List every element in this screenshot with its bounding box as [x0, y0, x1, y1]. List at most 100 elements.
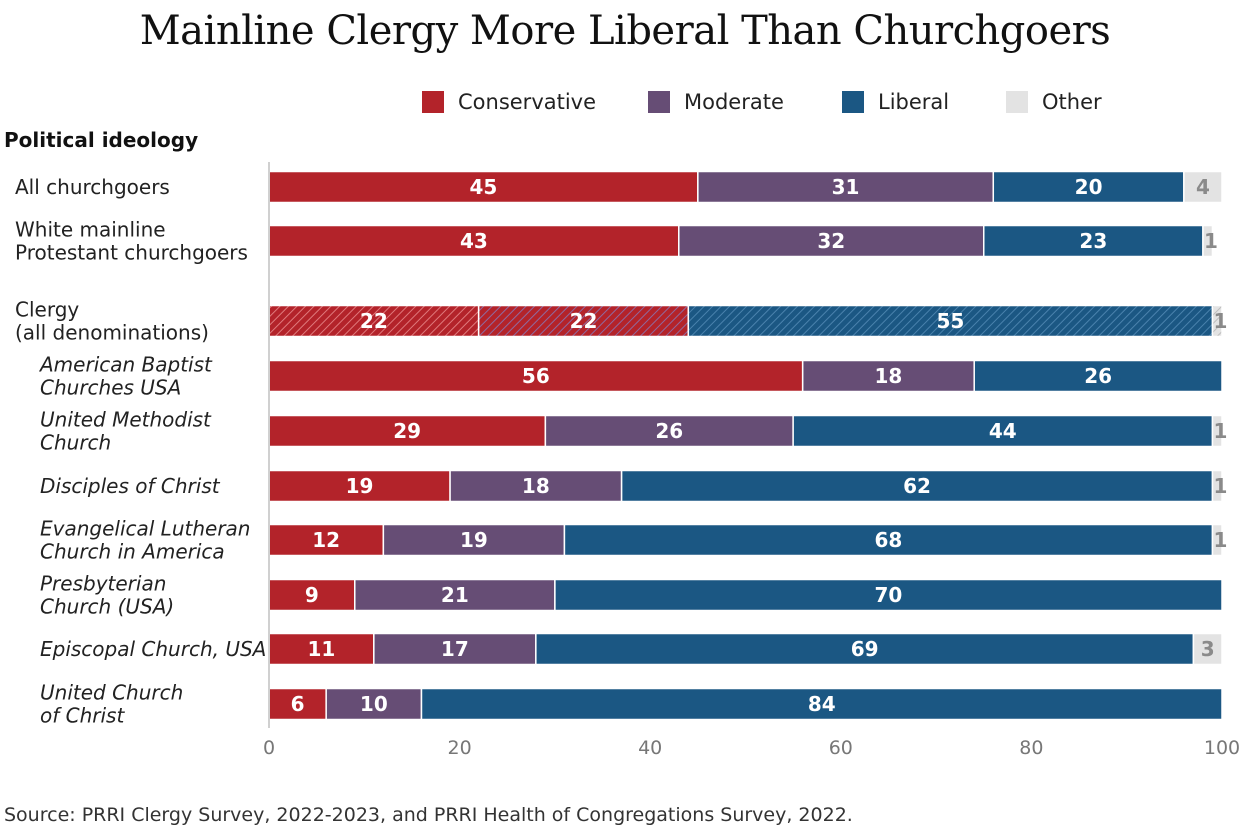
- category-label: Church: [40, 431, 111, 455]
- bar-segment-liberal: [620, 469, 1214, 503]
- legend-label-moderate: Moderate: [684, 90, 784, 114]
- data-label-other: 1: [1213, 474, 1227, 498]
- category-label: United Methodist: [40, 408, 212, 432]
- data-label-conservative: 19: [346, 474, 374, 498]
- bar-segment-moderate: [449, 469, 623, 503]
- data-label-liberal: 62: [903, 474, 931, 498]
- bar-row: Disciples of Christ 19 18 62 1: [40, 469, 1227, 503]
- category-label: (all denominations): [15, 321, 209, 345]
- category-label: Evangelical Lutheran: [40, 517, 250, 541]
- bar-segment-other: [1202, 224, 1214, 258]
- bar-segment-liberal: [992, 170, 1185, 204]
- data-label-conservative: 29: [393, 419, 421, 443]
- data-label-moderate: 19: [460, 528, 488, 552]
- bar-segment-liberal: [973, 359, 1223, 393]
- category-label: United Church: [40, 681, 183, 705]
- x-tick-label: 60: [829, 737, 853, 759]
- data-label-moderate: 22: [570, 309, 598, 333]
- category-label: Episcopal Church, USA: [40, 637, 266, 661]
- source-note: Source: PRRI Clergy Survey, 2022-2023, a…: [4, 804, 853, 826]
- data-label-moderate: 17: [441, 637, 469, 661]
- data-label-other: 3: [1201, 637, 1215, 661]
- category-label: Churches USA: [40, 376, 181, 400]
- bar-segment-moderate: [678, 224, 985, 258]
- legend-label-other: Other: [1042, 90, 1102, 114]
- data-label-liberal: 44: [989, 419, 1017, 443]
- category-label: Church in America: [40, 540, 225, 564]
- legend-item-conservative: Conservative: [422, 90, 596, 114]
- bar-segment-liberal: [563, 523, 1214, 557]
- x-tick-label: 0: [263, 737, 275, 759]
- legend-item-other: Other: [1006, 90, 1102, 114]
- bar-segment-moderate: [477, 304, 690, 338]
- data-label-liberal: 68: [875, 528, 903, 552]
- data-label-moderate: 31: [832, 175, 860, 199]
- bar-segment-other: [1211, 523, 1223, 557]
- data-label-liberal: 20: [1075, 175, 1103, 199]
- data-label-moderate: 18: [875, 364, 903, 388]
- data-label-other: 1: [1213, 419, 1227, 443]
- data-label-conservative: 6: [291, 692, 305, 716]
- x-tick-label: 80: [1019, 737, 1043, 759]
- bar-row: Episcopal Church, USA 11 17 69 3: [40, 632, 1223, 666]
- bar-row: All churchgoers 45 31 20 4: [15, 170, 1223, 204]
- data-label-moderate: 18: [522, 474, 550, 498]
- data-label-other: 1: [1213, 309, 1227, 333]
- data-label-liberal: 84: [808, 692, 836, 716]
- data-label-conservative: 11: [307, 637, 335, 661]
- bar-segment-moderate: [373, 632, 537, 666]
- legend-swatch-conservative: [422, 91, 444, 113]
- data-label-conservative: 43: [460, 229, 488, 253]
- bar-segment-conservative: [268, 632, 375, 666]
- legend-item-liberal: Liberal: [842, 90, 949, 114]
- x-tick-label: 20: [448, 737, 472, 759]
- data-label-other: 4: [1196, 175, 1210, 199]
- legend-swatch-liberal: [842, 91, 864, 113]
- legend: Conservative Moderate Liberal Other: [0, 0, 1250, 130]
- category-label: White mainline: [15, 218, 166, 242]
- data-label-conservative: 56: [522, 364, 550, 388]
- bar-segment-liberal: [554, 578, 1223, 612]
- bar-segment-conservative: [268, 469, 451, 503]
- bar-segment-other: [1211, 304, 1223, 338]
- bar-segment-conservative: [268, 170, 699, 204]
- data-label-moderate: 21: [441, 583, 469, 607]
- category-label: of Christ: [40, 704, 125, 728]
- section-label: Political ideology: [4, 128, 199, 152]
- data-label-liberal: 70: [875, 583, 903, 607]
- legend-swatch-other: [1006, 91, 1028, 113]
- data-label-conservative: 12: [312, 528, 340, 552]
- data-label-other: 1: [1213, 528, 1227, 552]
- category-label: Presbyterian: [40, 572, 166, 596]
- bar-row: Clergy(all denominations) 22 22 55 1: [15, 298, 1227, 345]
- bar-segment-liberal: [535, 632, 1195, 666]
- bar-segment-other: [1192, 632, 1223, 666]
- legend-swatch-moderate: [648, 91, 670, 113]
- category-label: All churchgoers: [15, 175, 170, 199]
- data-label-liberal: 26: [1084, 364, 1112, 388]
- chart-title: Mainline Clergy More Liberal Than Church…: [139, 8, 1111, 54]
- x-tick-label: 100: [1204, 737, 1240, 759]
- bar-segment-liberal: [792, 414, 1214, 448]
- category-label: American Baptist: [38, 353, 213, 377]
- legend-label-liberal: Liberal: [878, 90, 950, 114]
- data-label-conservative: 45: [470, 175, 498, 199]
- category-label: Protestant churchgoers: [15, 241, 248, 265]
- legend-item-moderate: Moderate: [648, 90, 784, 114]
- data-label-liberal: 23: [1079, 229, 1107, 253]
- bar-segment-conservative: [268, 523, 385, 557]
- bar-segment-moderate: [354, 578, 556, 612]
- data-label-liberal: 55: [936, 309, 964, 333]
- data-label-conservative: 22: [360, 309, 388, 333]
- x-tick-label: 40: [638, 737, 662, 759]
- bar-segment-other: [1211, 414, 1223, 448]
- data-label-moderate: 10: [360, 692, 388, 716]
- data-label-liberal: 69: [851, 637, 879, 661]
- data-label-other: 1: [1204, 229, 1218, 253]
